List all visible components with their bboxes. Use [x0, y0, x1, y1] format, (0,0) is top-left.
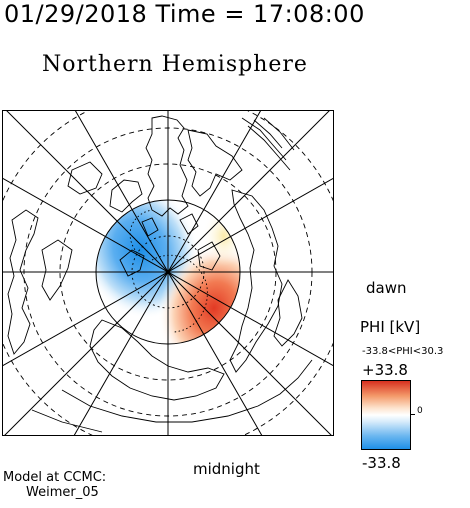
map-title: Northern Hemisphere — [42, 52, 308, 77]
legend-zero: 0 — [417, 406, 423, 416]
polar-map — [2, 110, 334, 436]
coastlines — [7, 115, 313, 433]
midnight-label: midnight — [193, 460, 260, 478]
legend-quantity: PHI [kV] — [360, 318, 421, 336]
timestamp: 01/29/2018 Time = 17:08:00 — [4, 0, 365, 28]
meridian-grid — [2, 110, 334, 436]
colorbar-zero-tick — [411, 414, 415, 415]
legend-range: -33.8<PHI<30.3 — [362, 346, 444, 357]
model-credit: Model at CCMC: — [3, 470, 107, 485]
legend-max: +33.8 — [362, 361, 408, 379]
dawn-label: dawn — [366, 279, 407, 297]
colorbar — [361, 380, 411, 450]
potential-contours — [129, 209, 208, 333]
legend-min: -33.8 — [362, 454, 401, 472]
model-name: Weimer_05 — [26, 485, 99, 500]
